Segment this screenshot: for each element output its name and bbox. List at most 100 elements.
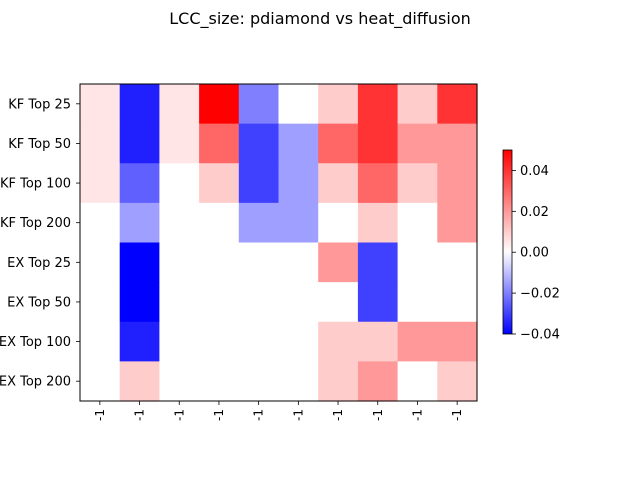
heatmap-cell	[238, 282, 280, 323]
heatmap-cell	[238, 123, 280, 164]
heatmap-cell	[238, 321, 280, 362]
heatmap-cell	[238, 361, 280, 402]
heatmap-cell	[159, 321, 200, 362]
heatmap-cell	[159, 163, 200, 204]
heatmap-cell	[397, 84, 438, 125]
column-label: -1	[212, 409, 226, 421]
column-label: -1	[410, 409, 424, 421]
colorbar-ticks: −0.04 −0.02 0.00 0.02 0.04	[512, 164, 560, 343]
heatmap-cell	[119, 123, 160, 164]
column-labels: -1 -1 -1 -1 -1 -1 -1 -1 -1 -1	[93, 401, 464, 421]
heatmap-cell	[199, 321, 240, 362]
heatmap-cell	[159, 84, 200, 125]
heatmap-cell	[199, 84, 240, 125]
heatmap-cell	[278, 242, 319, 283]
heatmap-cell	[437, 123, 478, 164]
heatmap-cell	[80, 202, 121, 244]
heatmap-cell	[119, 84, 160, 125]
heatmap-cell	[119, 282, 160, 323]
heatmap-cell	[199, 202, 240, 244]
column-label: -1	[331, 409, 345, 421]
heatmap-cell	[437, 321, 478, 362]
heatmap-cell	[119, 321, 160, 362]
heatmap-cell	[437, 84, 478, 125]
column-label: -1	[450, 409, 464, 421]
heatmap-cell	[278, 321, 319, 362]
heatmap-cell	[199, 163, 240, 204]
heatmap-cell	[80, 321, 121, 362]
heatmap-cell	[397, 202, 438, 244]
heatmap-cell	[80, 163, 121, 204]
heatmap-cell	[119, 361, 160, 402]
heatmap-cell	[318, 84, 359, 125]
heatmap-cell	[80, 282, 121, 323]
heatmap-cell	[318, 242, 359, 283]
row-label: KF Top 50	[8, 137, 71, 152]
heatmap-cell	[80, 242, 121, 283]
heatmap-cell	[318, 202, 359, 244]
heatmap-cell	[357, 361, 399, 402]
heatmap-cell	[357, 321, 399, 362]
heatmap-cell	[159, 202, 200, 244]
colorbar-tick-label: −0.04	[520, 328, 560, 343]
colorbar: −0.04 −0.02 0.00 0.02 0.04	[502, 149, 560, 343]
heatmap-frame	[79, 83, 478, 402]
heatmap-cell	[119, 202, 160, 244]
column-label: -1	[291, 409, 305, 421]
row-label: KF Top 25	[8, 97, 71, 112]
heatmap-cells	[80, 84, 478, 402]
colorbar-gradient	[503, 150, 512, 334]
heatmap-cell	[238, 202, 280, 244]
heatmap-cell	[357, 202, 399, 244]
heatmap-cell	[318, 361, 359, 402]
heatmap-cell	[199, 242, 240, 283]
heatmap-cell	[238, 242, 280, 283]
heatmap-cell	[437, 242, 478, 283]
heatmap-cell	[278, 361, 319, 402]
heatmap-cell	[278, 163, 319, 204]
row-label: KF Top 100	[0, 177, 71, 192]
heatmap-cell	[397, 361, 438, 402]
heatmap-cell	[437, 202, 478, 244]
colorbar-tick-label: −0.02	[520, 287, 560, 302]
heatmap-cell	[318, 282, 359, 323]
heatmap-cell	[357, 123, 399, 164]
heatmap-cell	[80, 84, 121, 125]
heatmap-cell	[159, 282, 200, 323]
heatmap-cell	[397, 163, 438, 204]
heatmap-cell	[80, 361, 121, 402]
heatmap-cell	[159, 242, 200, 283]
heatmap-cell	[397, 242, 438, 283]
heatmap-cell	[318, 123, 359, 164]
column-label: -1	[133, 409, 147, 421]
heatmap-cell	[278, 202, 319, 244]
row-labels: KF Top 25 KF Top 50 KF Top 100 KF Top 200 EX…	[0, 97, 80, 390]
colorbar-tick-label: 0.04	[520, 164, 549, 179]
heatmap-cell	[397, 282, 438, 323]
row-label: KF Top 200	[0, 216, 71, 231]
column-label: -1	[172, 409, 186, 421]
heatmap-cell	[159, 361, 200, 402]
heatmap-cell	[357, 242, 399, 283]
row-label: EX Top 200	[0, 375, 71, 390]
heatmap-cell	[318, 163, 359, 204]
heatmap-cell	[199, 123, 240, 164]
heatmap-cell	[318, 321, 359, 362]
column-label: -1	[252, 409, 266, 421]
chart-title: LCC_size: pdiamond vs heat_diffusion	[169, 9, 471, 29]
heatmap-cell	[80, 123, 121, 164]
column-label: -1	[371, 409, 385, 421]
heatmap-cell	[199, 361, 240, 402]
column-label: -1	[93, 409, 107, 421]
heatmap-cell	[278, 84, 319, 125]
heatmap-cell	[437, 163, 478, 204]
heatmap-cell	[199, 282, 240, 323]
row-label: EX Top 100	[0, 335, 71, 350]
heatmap-cell	[278, 123, 319, 164]
colorbar-tick-label: 0.02	[520, 205, 549, 220]
heatmap-cell	[357, 84, 399, 125]
row-label: EX Top 25	[7, 256, 71, 271]
row-label: EX Top 50	[7, 295, 71, 310]
heatmap-cell	[278, 282, 319, 323]
